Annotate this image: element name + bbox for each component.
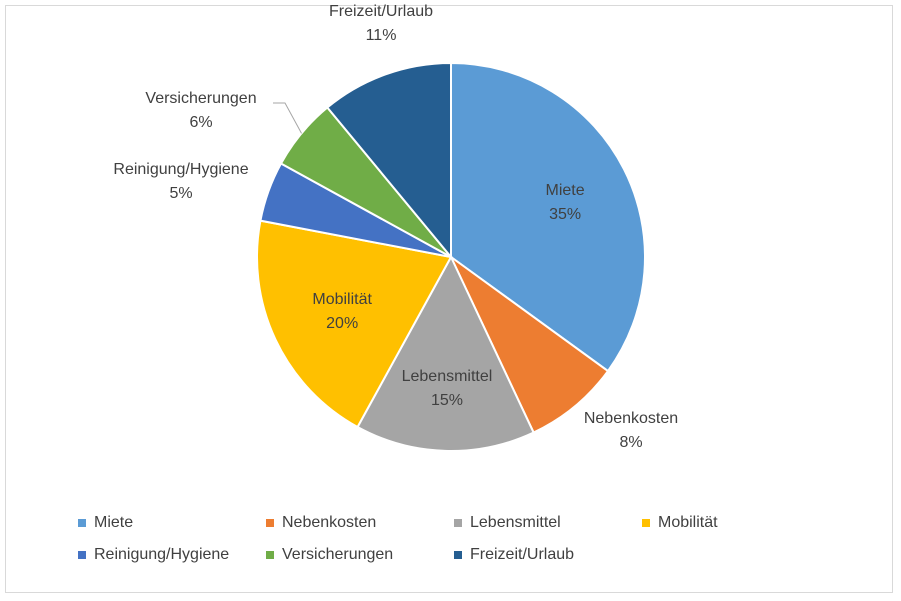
legend-swatch-freizeit-urlaub [454,551,462,559]
legend-label-reinigung-hygiene: Reinigung/Hygiene [94,546,230,563]
pie-slice-nebenkosten [450,256,610,434]
legend-swatch-lebensmittel [454,519,462,527]
slice-value-lebensmittel: 15% [431,392,463,409]
legend-label-freizeit-urlaub: Freizeit/Urlaub [470,546,575,563]
pie-slice-mobilit-t [256,219,453,429]
slice-label-reinigung-hygiene: Reinigung/Hygiene [113,161,248,178]
legend-swatch-miete [78,519,86,527]
slice-label-mobilit-t: Mobilität [312,291,372,308]
slice-label-versicherungen: Versicherungen [145,90,256,107]
legend-swatch-mobilit-t [642,519,650,527]
slice-value-versicherungen: 6% [189,114,212,131]
legend-item-versicherungen: Versicherungen [266,546,454,564]
legend-label-nebenkosten: Nebenkosten [282,514,377,531]
slice-label-miete: Miete [546,182,585,199]
legend-swatch-versicherungen [266,551,274,559]
legend-item-mobilit-t: Mobilität [642,514,798,532]
legend-item-lebensmittel: Lebensmittel [454,514,642,532]
legend-swatch-reinigung-hygiene [78,551,86,559]
slice-label-nebenkosten: Nebenkosten [584,410,678,427]
chart-legend: Miete Nebenkosten Lebensmittel Mobilität Rei… [78,514,798,564]
slice-value-mobilit-t: 20% [326,315,358,332]
slice-label-lebensmittel: Lebensmittel [402,368,493,385]
pie-slice-miete [450,61,646,373]
legend-label-lebensmittel: Lebensmittel [470,514,561,531]
slice-label-freizeit-urlaub: Freizeit/Urlaub [329,3,433,20]
legend-item-reinigung-hygiene: Reinigung/Hygiene [78,546,266,564]
slice-value-reinigung-hygiene: 5% [169,185,192,202]
slice-value-nebenkosten: 8% [619,434,642,451]
legend-swatch-nebenkosten [266,519,274,527]
legend-label-miete: Miete [94,514,134,531]
pie-slice-lebensmittel [356,254,535,452]
slice-value-freizeit-urlaub: 11% [366,27,397,44]
legend-item-freizeit-urlaub: Freizeit/Urlaub [454,546,642,564]
slice-value-miete: 35% [549,206,581,223]
legend-item-miete: Miete [78,514,266,532]
legend-label-mobilit-t: Mobilität [658,514,718,531]
leader-line-versicherungen [273,102,302,134]
legend-label-versicherungen: Versicherungen [282,546,394,563]
legend-item-nebenkosten: Nebenkosten [266,514,454,532]
pie-slice-freizeit-urlaub [325,61,452,260]
